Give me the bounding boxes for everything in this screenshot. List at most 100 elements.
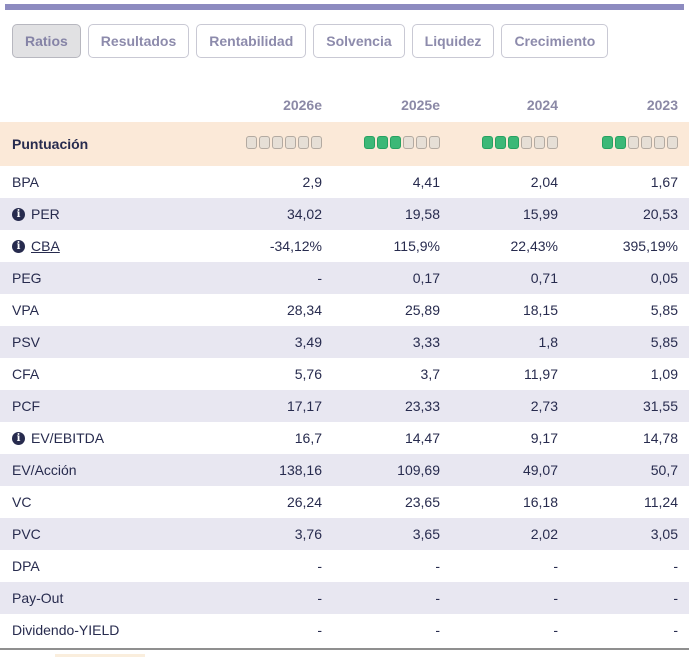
score-squares	[602, 136, 678, 149]
value-cell: 0,05	[650, 270, 678, 286]
score-row: Puntuación	[0, 122, 689, 166]
value-cell: 49,07	[522, 462, 558, 478]
value-cell: 11,97	[524, 366, 558, 382]
value-cell: 2,04	[530, 174, 558, 190]
value-cell: 3,33	[412, 334, 440, 350]
row-label-cell: PVC	[12, 526, 204, 542]
table-row-peg: PEG - 0,17 0,71 0,05	[0, 262, 689, 294]
info-icon[interactable]: i	[12, 207, 25, 221]
value-cell: 26,24	[286, 494, 322, 510]
row-label-cell: VPA	[12, 302, 204, 318]
value-cell: 34,02	[286, 206, 322, 222]
table-row-bpa: BPA 2,9 4,41 2,04 1,67	[0, 166, 689, 198]
value-cell: 115,9%	[393, 238, 440, 254]
row-label: PVC	[12, 526, 41, 542]
score-cell-2025e	[322, 136, 440, 152]
value-cell: 9,17	[530, 430, 558, 446]
score-squares	[482, 136, 558, 149]
value-cell: 14,47	[404, 430, 440, 446]
tab-liquidez[interactable]: Liquidez	[411, 24, 495, 58]
tab-crecimiento[interactable]: Crecimiento	[501, 24, 609, 58]
table-body: BPA 2,9 4,41 2,04 1,67 i PER 34,02 19,58 15,99 20,…	[0, 166, 689, 646]
value-cell: 25,89	[404, 302, 440, 318]
column-header-2026e: 2026e	[283, 97, 322, 113]
score-square-empty	[259, 136, 270, 149]
info-icon[interactable]: i	[12, 431, 25, 445]
score-square-empty	[547, 136, 558, 149]
table-row-psv: PSV 3,49 3,33 1,8 5,85	[0, 326, 689, 358]
score-square-empty	[521, 136, 532, 149]
value-cell: -	[553, 590, 558, 606]
score-square-empty	[403, 136, 414, 149]
value-cell: 5,76	[294, 366, 322, 382]
tab-ratios[interactable]: Ratios	[12, 24, 81, 58]
info-icon[interactable]: i	[12, 239, 25, 253]
value-cell: 2,9	[302, 174, 322, 190]
row-label-cell: DPA	[12, 558, 204, 574]
value-cell: 138,16	[279, 462, 322, 478]
row-label-cell: CFA	[12, 366, 204, 382]
value-cell: 1,8	[538, 334, 558, 350]
table-row-ev-ebitda: i EV/EBITDA 16,7 14,47 9,17 14,78	[0, 422, 689, 454]
value-cell: -34,12%	[269, 238, 322, 254]
value-cell: 28,34	[286, 302, 322, 318]
score-square-filled	[364, 136, 375, 149]
score-square-empty	[311, 136, 322, 149]
row-label[interactable]: CBA	[31, 238, 60, 254]
value-cell: 31,55	[642, 398, 678, 414]
row-label-cell: EV/Acción	[12, 462, 204, 478]
row-label-cell: i PER	[12, 206, 204, 222]
row-label-cell: PSV	[12, 334, 204, 350]
score-square-empty	[272, 136, 283, 149]
score-square-empty	[667, 136, 678, 149]
row-label: PSV	[12, 334, 41, 350]
column-header-2024: 2024	[526, 97, 558, 113]
row-label: DPA	[12, 558, 40, 574]
tab-solvencia[interactable]: Solvencia	[313, 24, 405, 58]
value-cell: -	[317, 558, 322, 574]
row-label-cell: VC	[12, 494, 204, 510]
score-squares	[246, 136, 322, 149]
value-cell: 16,7	[294, 430, 322, 446]
value-cell: 1,09	[650, 366, 678, 382]
value-cell: -	[553, 622, 558, 638]
score-cell-2023	[558, 136, 678, 152]
table-row-pcf: PCF 17,17 23,33 2,73 31,55	[0, 390, 689, 422]
row-label-cell: i CBA	[12, 238, 204, 254]
value-cell: 15,99	[522, 206, 558, 222]
table-row-cba: i CBA -34,12% 115,9% 22,43% 395,19%	[0, 230, 689, 262]
score-row-label: Puntuación	[12, 136, 89, 152]
row-label-cell: Dividendo-YIELD	[12, 622, 204, 638]
value-cell: 50,7	[650, 462, 678, 478]
score-cell-2026e	[204, 136, 322, 152]
score-square-empty	[654, 136, 665, 149]
value-cell: 17,17	[286, 398, 322, 414]
row-label: CFA	[12, 366, 40, 382]
value-cell: 0,17	[412, 270, 440, 286]
score-square-empty	[298, 136, 309, 149]
value-cell: 3,76	[294, 526, 322, 542]
category-tabs: Ratios Resultados Rentabilidad Solvencia Liq…	[12, 24, 609, 58]
value-cell: -	[317, 590, 322, 606]
table-row-vpa: VPA 28,34 25,89 18,15 5,85	[0, 294, 689, 326]
table-row-pvc: PVC 3,76 3,65 2,02 3,05	[0, 518, 689, 550]
value-cell: 2,73	[530, 398, 558, 414]
tab-rentabilidad[interactable]: Rentabilidad	[196, 24, 307, 58]
score-square-filled	[508, 136, 519, 149]
value-cell: 2,02	[530, 526, 558, 542]
score-square-empty	[641, 136, 652, 149]
value-cell: 23,65	[404, 494, 440, 510]
score-square-empty	[246, 136, 257, 149]
row-label: BPA	[12, 174, 39, 190]
row-label-cell: Pay-Out	[12, 590, 204, 606]
value-cell: 3,7	[420, 366, 440, 382]
row-label-cell: BPA	[12, 174, 204, 190]
value-cell: -	[317, 270, 322, 286]
value-cell: 11,24	[644, 494, 678, 510]
tab-resultados[interactable]: Resultados	[87, 24, 190, 58]
row-label: PCF	[12, 398, 40, 414]
value-cell: 22,43%	[510, 238, 558, 254]
row-label: Dividendo-YIELD	[12, 622, 120, 638]
value-cell: 3,05	[650, 526, 678, 542]
